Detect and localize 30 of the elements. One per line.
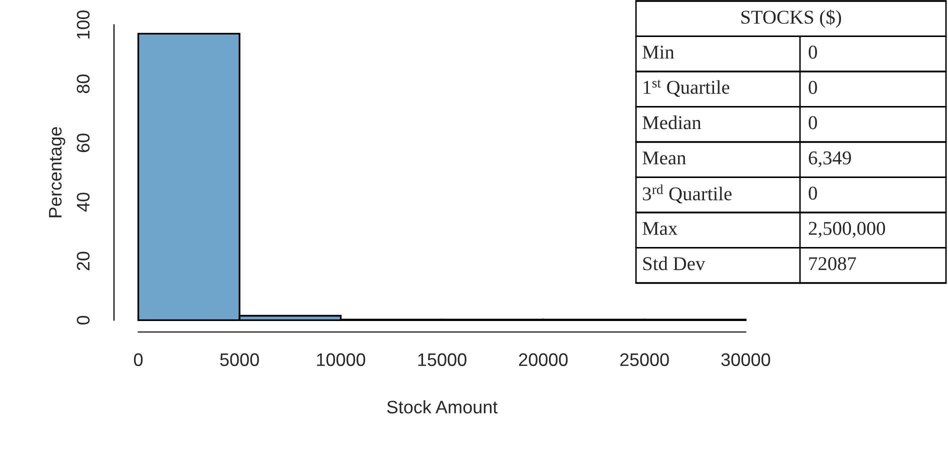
x-tick-label: 15000 [418, 353, 466, 366]
text: 6,349 [808, 151, 851, 168]
annotation: Median [642, 116, 702, 130]
annotation: Mean [642, 152, 686, 164]
x-axis-title: Stock Amount [387, 400, 498, 414]
text: 0 [808, 186, 817, 200]
x-tick-label: 25000 [620, 353, 669, 366]
x-tick-label: 5000 [220, 353, 259, 366]
y-tick-label: 100 [76, 10, 90, 38]
x-tick-label: 0 [134, 353, 143, 366]
y-tick-label: 20 [76, 252, 90, 270]
x-tick-label: 30000 [721, 353, 770, 366]
text: 2,500,000 [808, 222, 886, 238]
y-tick-label: 80 [76, 74, 90, 94]
annotation: Max [642, 222, 678, 235]
y-tick-label: 60 [76, 134, 90, 152]
annotation: Std Dev [643, 256, 706, 270]
text: 0 [808, 46, 817, 59]
text: 0 [808, 116, 817, 130]
annotation: 1$^{st}$ Quartile [644, 80, 730, 97]
text: 0 [808, 80, 817, 94]
x-tick-label: 10000 [317, 353, 366, 366]
annotation: Min [642, 46, 674, 59]
x-tick-label: 20000 [519, 353, 568, 366]
annotation: 3$^{rd}$ Quartile [642, 184, 732, 204]
y-tick-label: 0 [76, 316, 90, 324]
y-tick-label: 40 [76, 192, 90, 212]
y-axis-title: Percentage [49, 127, 66, 218]
text: 72087 [809, 257, 856, 270]
annotation: STOCKS ($) [741, 10, 842, 28]
